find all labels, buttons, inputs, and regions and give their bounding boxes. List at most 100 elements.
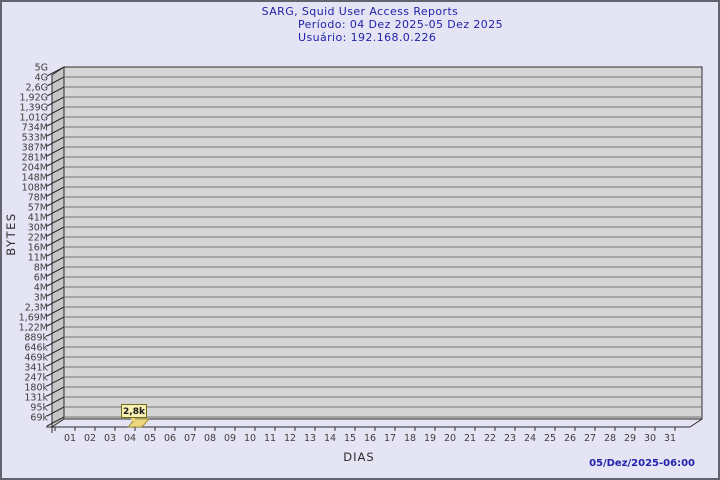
x-axis-tick-label: 16 — [364, 433, 376, 444]
x-axis-tick-label: 17 — [384, 433, 396, 444]
y-axis-tick-label: 1,39G — [19, 103, 48, 114]
y-axis-tick — [46, 176, 65, 187]
y-axis-tick — [46, 256, 65, 267]
x-axis-tick-label: 21 — [464, 433, 476, 444]
generation-timestamp: 05/Dez/2025-06:00 — [589, 458, 695, 469]
y-axis-tick-label: 3M — [34, 293, 48, 304]
chart-left-wall — [51, 66, 65, 428]
data-point-value-label: 2,8k — [123, 407, 146, 417]
y-axis-tick-label: 108M — [22, 183, 48, 194]
y-axis-tick — [46, 416, 65, 427]
y-axis-tick — [46, 366, 65, 377]
y-axis-tick-label: 131k — [24, 393, 48, 404]
x-axis-tick-label: 14 — [324, 433, 336, 444]
x-axis-tick-label: 05 — [144, 433, 156, 444]
y-axis-tick-label: 1,22M — [19, 323, 48, 334]
y-axis-tick — [46, 356, 65, 367]
x-axis-tick-label: 28 — [604, 433, 616, 444]
x-axis-tick-label: 10 — [244, 433, 256, 444]
y-axis-tick — [46, 86, 65, 97]
y-axis-tick-label: 646k — [24, 343, 48, 354]
x-axis-tick-label: 12 — [284, 433, 296, 444]
x-axis-tick-label: 11 — [264, 433, 276, 444]
x-axis-tick-label: 20 — [444, 433, 456, 444]
y-axis-tick-label: 204M — [22, 163, 48, 174]
y-axis-tick-label: 57M — [28, 203, 48, 214]
x-axis-tick-label: 03 — [104, 433, 116, 444]
x-axis-tick-label: 23 — [504, 433, 516, 444]
y-axis-tick-label: 4M — [34, 283, 48, 294]
y-axis-tick-label: 8M — [34, 263, 48, 274]
x-axis-tick-label: 09 — [224, 433, 236, 444]
y-axis-tick-label: 2,6G — [26, 83, 48, 94]
y-axis-tick-label: 6M — [34, 273, 48, 284]
y-axis-tick — [46, 316, 65, 327]
x-axis-tick-label: 19 — [424, 433, 436, 444]
x-axis-tick-label: 08 — [204, 433, 216, 444]
x-axis-tick-label: 04 — [124, 433, 136, 444]
x-axis-tick-label: 07 — [184, 433, 196, 444]
y-axis-tick-label: 387M — [22, 143, 48, 154]
y-axis-tick — [46, 396, 65, 407]
y-axis-tick-label: 69k — [30, 413, 48, 424]
y-axis-tick-label: 889k — [24, 333, 48, 344]
x-axis-tick-label: 06 — [164, 433, 176, 444]
report-period: Período: 04 Dez 2025-05 Dez 2025 — [298, 18, 503, 31]
y-axis-tick-label: 148M — [22, 173, 48, 184]
y-axis-tick-label: 22M — [28, 233, 48, 244]
y-axis-tick-label: 11M — [28, 253, 48, 264]
report-subtitle: Período: 04 Dez 2025-05 Dez 2025 Usuário… — [298, 18, 503, 44]
x-axis-tick-label: 26 — [564, 433, 576, 444]
y-axis-tick — [46, 196, 65, 207]
x-axis-tick-label: 22 — [484, 433, 496, 444]
x-axis-tick-label: 15 — [344, 433, 356, 444]
y-axis-tick — [46, 76, 65, 87]
data-point-value-box — [121, 404, 147, 418]
floor-right-edge — [689, 418, 703, 428]
x-axis-tick-label: 27 — [584, 433, 596, 444]
y-axis-tick — [46, 336, 65, 347]
y-axis-tick-label: 1,92G — [19, 93, 48, 104]
y-axis-tick-label: 1,69M — [19, 313, 48, 324]
y-axis-tick-label: 469k — [24, 353, 48, 364]
y-axis-tick — [46, 146, 65, 157]
y-axis-tick-label: 247k — [24, 373, 48, 384]
y-axis-tick — [46, 166, 65, 177]
report-title: SARG, Squid User Access Reports — [261, 5, 459, 18]
x-axis-tick-label: 29 — [624, 433, 636, 444]
y-axis-tick — [46, 226, 65, 237]
y-axis-tick — [46, 386, 65, 397]
y-axis-tick-label: 5G — [35, 63, 48, 74]
y-axis-tick — [46, 96, 65, 107]
x-axis-title: DIAS — [343, 450, 375, 464]
y-axis-tick — [46, 186, 65, 197]
y-axis-tick-label: 30M — [28, 223, 48, 234]
x-axis-tick-label: 01 — [64, 433, 76, 444]
x-axis-tick-label: 25 — [544, 433, 556, 444]
y-axis-title: BYTES — [4, 212, 18, 256]
y-axis-tick — [46, 326, 65, 337]
y-axis-tick-label: 734M — [22, 123, 48, 134]
y-axis-tick — [46, 376, 65, 387]
y-axis-tick-label: 16M — [28, 243, 48, 254]
x-axis-tick-label: 30 — [644, 433, 656, 444]
data-point-stem — [131, 416, 135, 421]
y-axis-tick — [46, 286, 65, 297]
y-axis-tick-label: 533M — [22, 133, 48, 144]
report-user: Usuário: 192.168.0.226 — [298, 31, 437, 44]
y-axis-tick — [46, 266, 65, 277]
chart-plot-face — [63, 66, 703, 420]
y-axis-tick — [46, 246, 65, 257]
y-axis-tick — [46, 346, 65, 357]
y-axis-tick — [46, 406, 65, 417]
y-axis-tick-label: 4G — [35, 73, 48, 84]
y-axis-tick — [46, 276, 65, 287]
y-axis-tick-label: 1,01G — [19, 113, 48, 124]
y-axis-tick — [46, 216, 65, 227]
y-axis-tick — [46, 236, 65, 247]
y-axis-tick-label: 180k — [24, 383, 48, 394]
y-axis-tick-label: 341k — [24, 363, 48, 374]
y-axis-tick — [46, 296, 65, 307]
